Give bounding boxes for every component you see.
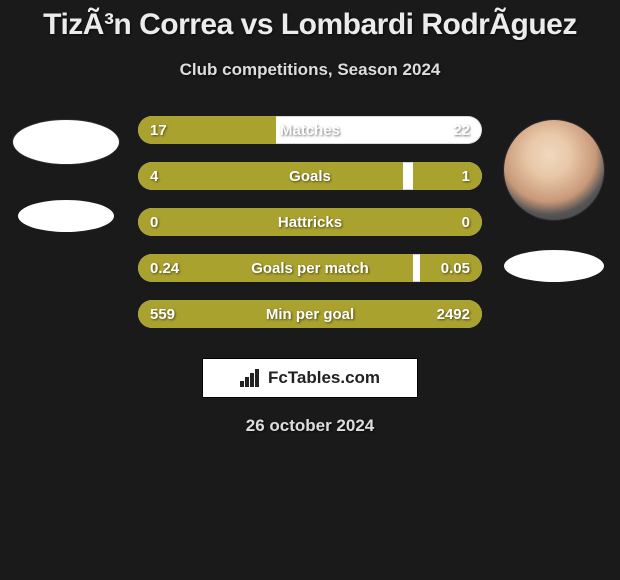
- subtitle: Club competitions, Season 2024: [0, 60, 620, 80]
- stat-value-right: 0: [450, 208, 482, 236]
- comparison-card: TizÃ³n Correa vs Lombardi RodrÃ­guez Clu…: [0, 0, 620, 436]
- stat-bars: 17 Matches 22 4 Goals 1 0 Hattricks 0: [126, 116, 494, 328]
- stat-bar-min-per-goal: 559 Min per goal 2492: [138, 300, 482, 328]
- footer-logo[interactable]: FcTables.com: [202, 358, 418, 398]
- stat-label: Matches: [138, 116, 482, 144]
- player-left-shadow: [18, 200, 114, 232]
- stat-label: Hattricks: [138, 208, 482, 236]
- stat-value-right: 1: [450, 162, 482, 190]
- stat-value-right: 0.05: [429, 254, 482, 282]
- player-left-avatar: [13, 120, 119, 164]
- bar-chart-icon: [240, 369, 262, 387]
- stat-bar-hattricks: 0 Hattricks 0: [138, 208, 482, 236]
- player-right-avatar: [504, 120, 604, 220]
- stat-bar-matches: 17 Matches 22: [138, 116, 482, 144]
- main-row: 17 Matches 22 4 Goals 1 0 Hattricks 0: [0, 120, 620, 328]
- stat-bar-goals-per-match: 0.24 Goals per match 0.05: [138, 254, 482, 282]
- stat-label: Goals: [138, 162, 482, 190]
- stat-value-right: 22: [441, 116, 482, 144]
- player-right-shadow: [504, 250, 604, 282]
- page-title: TizÃ³n Correa vs Lombardi RodrÃ­guez: [0, 8, 620, 42]
- stat-value-right: 2492: [425, 300, 482, 328]
- footer-logo-text: FcTables.com: [268, 368, 380, 388]
- player-left-col: [6, 120, 126, 232]
- stat-bar-goals: 4 Goals 1: [138, 162, 482, 190]
- date-label: 26 october 2024: [0, 416, 620, 436]
- player-right-col: [494, 120, 614, 282]
